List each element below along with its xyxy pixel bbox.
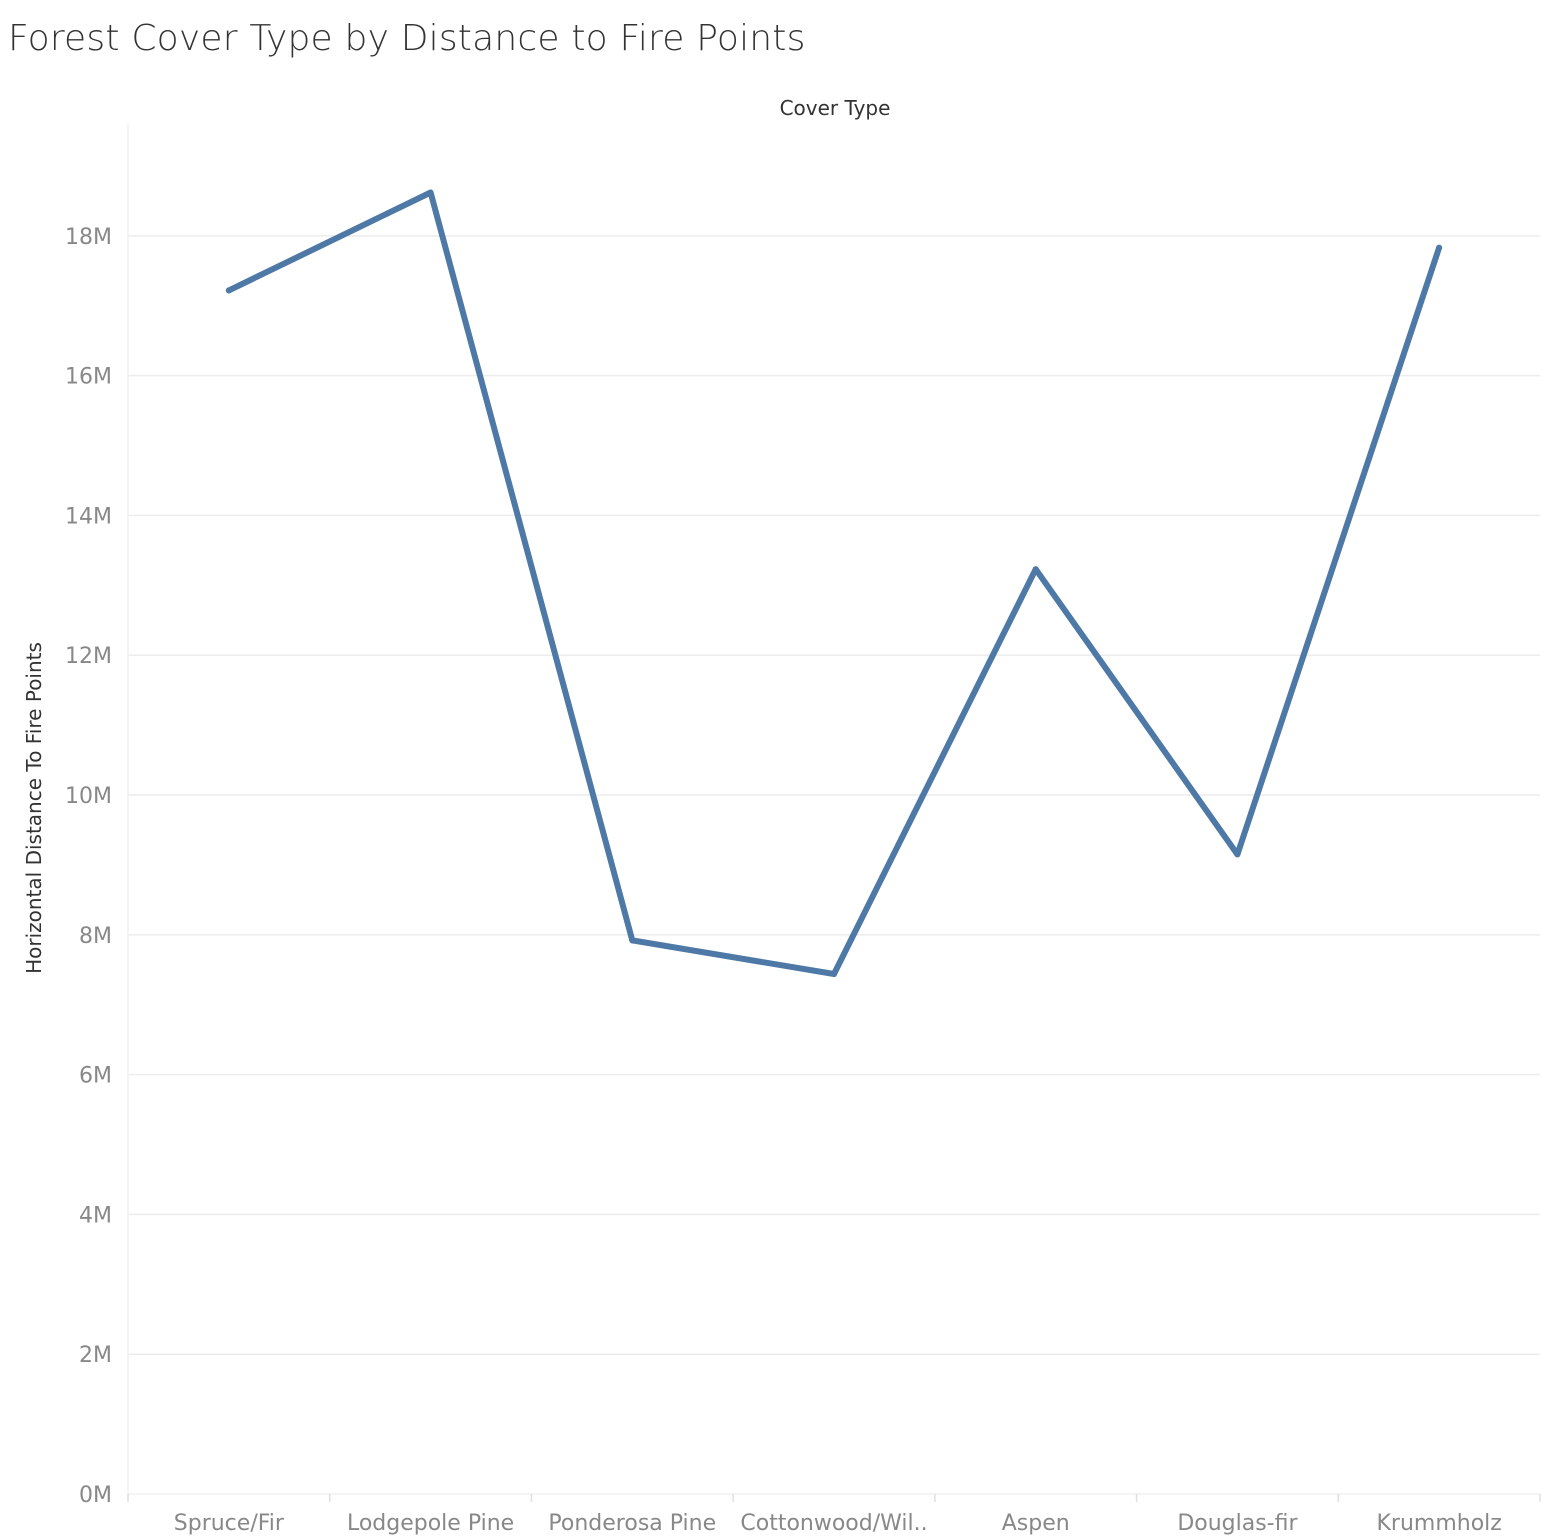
- x-tick-label: Aspen: [1002, 1511, 1070, 1536]
- x-tick-label: Douglas-fir: [1177, 1511, 1298, 1536]
- data-point: [427, 189, 434, 196]
- series: [225, 189, 1443, 977]
- y-tick-label: 2M: [79, 1343, 112, 1368]
- y-tick-label: 14M: [65, 504, 112, 529]
- data-point: [629, 937, 636, 944]
- x-tick-label: Cottonwood/Wil..: [740, 1511, 927, 1536]
- x-tick-label: Spruce/Fir: [174, 1511, 285, 1536]
- x-axis-tick-labels: Spruce/Fir Lodgepole Pine Ponderosa Pine Co…: [174, 1511, 1502, 1536]
- x-tick-label: Ponderosa Pine: [548, 1511, 716, 1536]
- data-point: [1234, 851, 1241, 858]
- x-tick-label: Lodgepole Pine: [347, 1511, 514, 1536]
- y-axis-title: Horizontal Distance To Fire Points: [22, 642, 46, 974]
- data-point: [225, 287, 232, 294]
- y-tick-label: 4M: [79, 1203, 112, 1228]
- data-point: [831, 970, 837, 977]
- y-tick-label: 8M: [79, 924, 112, 949]
- x-tick-label: Krummholz: [1376, 1511, 1501, 1536]
- chart-title: Forest Cover Type by Distance to Fire Po…: [8, 18, 806, 59]
- series-line: [225, 189, 1443, 977]
- y-axis-tick-labels: 0M 2M 4M 6M 8M 10M 12M 14M 16M 18M: [65, 225, 112, 1508]
- y-tick-label: 18M: [65, 225, 112, 250]
- y-tick-label: 0M: [79, 1483, 112, 1508]
- y-tick-label: 10M: [65, 784, 112, 809]
- column-header: Cover Type: [780, 96, 891, 120]
- gridlines: [128, 235, 1540, 1355]
- data-point: [1436, 244, 1443, 251]
- y-tick-label: 16M: [65, 365, 112, 390]
- y-tick-label: 6M: [79, 1064, 112, 1089]
- data-point: [1032, 566, 1039, 573]
- axes: [127, 124, 1541, 1502]
- y-tick-label: 12M: [65, 644, 112, 669]
